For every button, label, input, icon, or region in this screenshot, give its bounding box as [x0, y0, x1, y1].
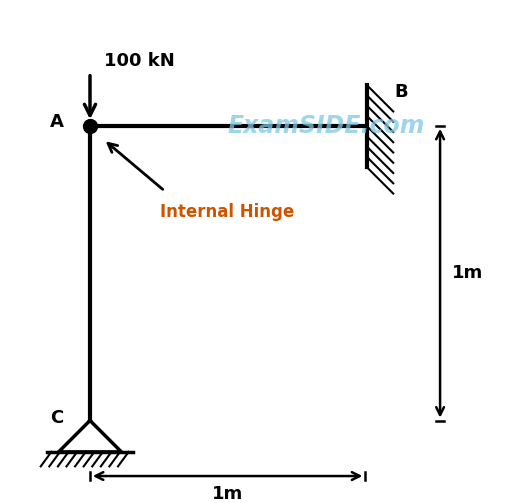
Text: C: C: [50, 409, 63, 427]
Text: 1m: 1m: [452, 264, 483, 282]
Text: 1m: 1m: [212, 485, 243, 502]
Text: A: A: [50, 113, 63, 131]
Text: 100 kN: 100 kN: [105, 52, 175, 70]
Text: ExamSIDE.com: ExamSIDE.com: [227, 114, 425, 138]
Text: B: B: [395, 83, 408, 101]
Text: Internal Hinge: Internal Hinge: [160, 203, 294, 221]
